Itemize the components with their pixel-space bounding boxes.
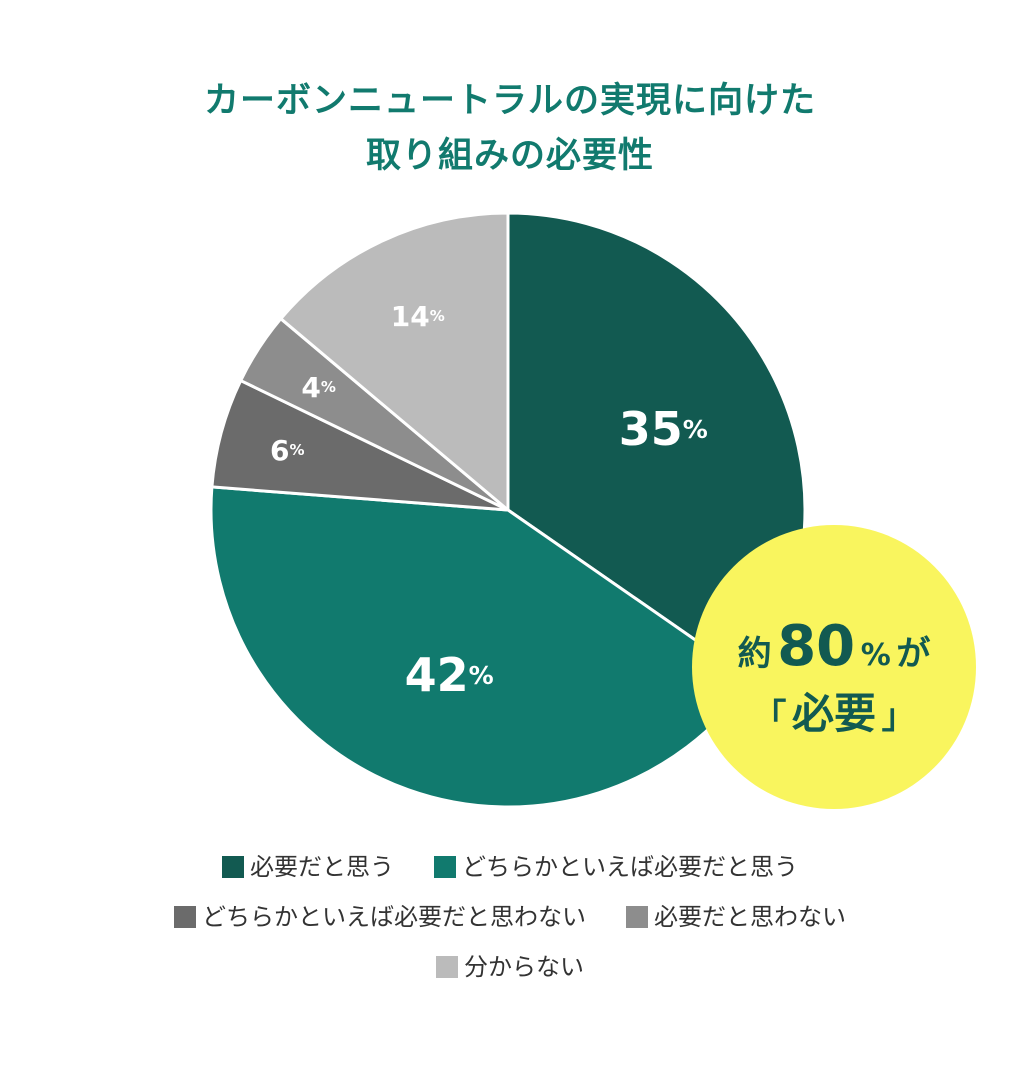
legend-label: 必要だと思わない (654, 903, 846, 931)
callout-quote-close: 」 (882, 697, 916, 737)
pie-slice-label: 14% (391, 300, 445, 333)
legend-label: 分からない (464, 953, 584, 981)
callout-value: 80 (777, 614, 855, 679)
legend-item: どちらかといえば必要だと思わない (174, 902, 586, 932)
legend-row: どちらかといえば必要だと思わない 必要だと思わない (0, 902, 1020, 932)
callout-bubble: 約 80 % が 「 必要 」 (692, 525, 976, 809)
legend-swatch (222, 856, 244, 878)
pie-slice-label: 6% (270, 434, 305, 467)
legend-swatch (436, 956, 458, 978)
pie-slice-label: 35% (619, 402, 708, 456)
pie-slice (209, 485, 754, 809)
callout-prefix: 約 (738, 634, 772, 674)
legend-item: 分からない (436, 952, 584, 982)
callout-line-2: 「 必要 」 (752, 689, 915, 738)
legend-item: 必要だと思う (222, 852, 394, 882)
callout-word: 必要 (792, 689, 876, 738)
pie-labels: 35% 42% 6% 4% 14% (270, 300, 708, 702)
legend-label: どちらかといえば必要だと思わない (202, 903, 586, 931)
callout-circle (692, 525, 976, 809)
legend-row: 必要だと思う どちらかといえば必要だと思う (0, 852, 1020, 882)
callout-suffix: が (896, 634, 930, 674)
callout-unit: % (861, 638, 891, 673)
chart-title-line-2: 取り組みの必要性 (365, 136, 654, 176)
legend-row: 分からない (0, 952, 1020, 982)
pie-slice-label: 4% (301, 371, 336, 404)
callout-quote-open: 「 (752, 697, 786, 737)
legend-label: どちらかといえば必要だと思う (462, 853, 798, 881)
pie-slices (209, 211, 807, 809)
legend-label: 必要だと思う (250, 853, 394, 881)
pie-slice-label: 42% (405, 648, 494, 702)
chart-title: カーボンニュートラルの実現に向けた 取り組みの必要性 (0, 74, 1020, 184)
legend-swatch (434, 856, 456, 878)
chart-title-line-1: カーボンニュートラルの実現に向けた (203, 81, 816, 121)
legend-swatch (626, 906, 648, 928)
callout-line-1: 約 80 % が (738, 614, 931, 679)
legend-swatch (174, 906, 196, 928)
legend-item: 必要だと思わない (626, 902, 846, 932)
legend-item: どちらかといえば必要だと思う (434, 852, 798, 882)
pie-slice (279, 211, 510, 512)
